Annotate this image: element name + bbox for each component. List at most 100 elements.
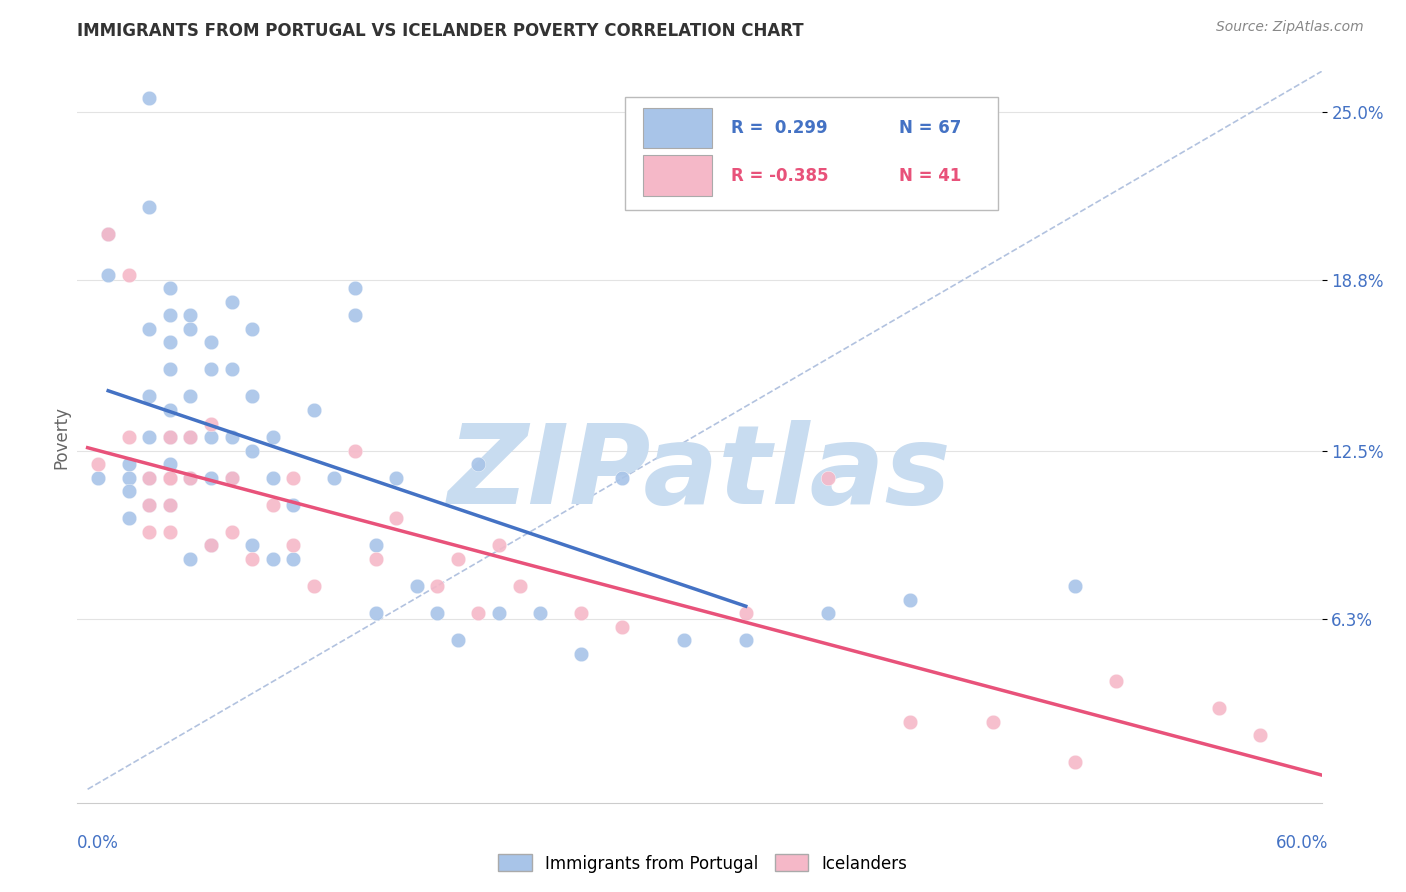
Point [734, 633, 756, 648]
Point [118, 484, 141, 499]
Point [488, 538, 510, 552]
Point [200, 417, 222, 431]
Point [240, 322, 263, 336]
Point [118, 268, 141, 282]
Point [364, 552, 387, 566]
Text: N = 41: N = 41 [898, 167, 960, 185]
Point [138, 498, 160, 512]
Point [159, 498, 181, 512]
Text: IMMIGRANTS FROM PORTUGAL VS ICELANDER POVERTY CORRELATION CHART: IMMIGRANTS FROM PORTUGAL VS ICELANDER PO… [77, 22, 804, 40]
Point [97, 268, 120, 282]
Point [426, 579, 449, 593]
Point [138, 471, 160, 485]
Point [673, 633, 696, 648]
Point [1063, 755, 1085, 769]
Point [447, 552, 470, 566]
Point [898, 714, 921, 729]
Point [159, 362, 181, 376]
Point [302, 579, 325, 593]
Point [385, 511, 408, 525]
Point [118, 430, 141, 444]
Point [159, 430, 181, 444]
Point [159, 281, 181, 295]
Point [240, 538, 263, 552]
Point [302, 403, 325, 417]
Point [426, 606, 449, 620]
Point [240, 389, 263, 403]
Point [817, 606, 839, 620]
Point [159, 471, 181, 485]
Point [283, 498, 305, 512]
Point [221, 430, 243, 444]
Bar [644, 108, 711, 148]
Point [138, 200, 160, 214]
Point [179, 322, 201, 336]
Point [364, 538, 387, 552]
Y-axis label: Poverty: Poverty [52, 406, 70, 468]
Point [343, 281, 366, 295]
Point [364, 606, 387, 620]
Point [1249, 728, 1271, 742]
Point [118, 471, 141, 485]
Point [179, 308, 201, 322]
Point [179, 430, 201, 444]
Point [138, 91, 160, 105]
Point [981, 714, 1004, 729]
Point [569, 647, 592, 661]
Point [179, 471, 201, 485]
Bar [624, 97, 998, 211]
Point [385, 471, 408, 485]
Point [138, 498, 160, 512]
Point [138, 430, 160, 444]
Point [405, 579, 427, 593]
Point [221, 524, 243, 539]
Point [283, 552, 305, 566]
Point [1208, 701, 1230, 715]
Point [283, 471, 305, 485]
Text: N = 67: N = 67 [898, 119, 960, 136]
Point [240, 443, 263, 458]
Point [734, 606, 756, 620]
Point [221, 294, 243, 309]
Point [283, 538, 305, 552]
Point [200, 335, 222, 350]
Point [159, 335, 181, 350]
Point [159, 471, 181, 485]
Point [221, 471, 243, 485]
Point [159, 498, 181, 512]
Bar [644, 155, 711, 195]
Point [200, 362, 222, 376]
Point [179, 389, 201, 403]
Point [200, 538, 222, 552]
Point [97, 227, 120, 241]
Point [467, 457, 489, 471]
Point [262, 552, 284, 566]
Point [488, 606, 510, 620]
Point [138, 322, 160, 336]
Text: R = -0.385: R = -0.385 [731, 167, 828, 185]
Point [612, 620, 634, 634]
Point [262, 498, 284, 512]
Point [97, 227, 120, 241]
Point [221, 471, 243, 485]
Point [138, 471, 160, 485]
Point [343, 308, 366, 322]
Point [221, 362, 243, 376]
Point [159, 403, 181, 417]
Point [240, 552, 263, 566]
Legend: Immigrants from Portugal, Icelanders: Immigrants from Portugal, Icelanders [492, 847, 914, 880]
Point [200, 471, 222, 485]
Point [87, 457, 110, 471]
Point [569, 606, 592, 620]
Point [262, 471, 284, 485]
Point [159, 524, 181, 539]
Point [118, 511, 141, 525]
Point [118, 457, 141, 471]
Text: Source: ZipAtlas.com: Source: ZipAtlas.com [1216, 20, 1364, 34]
Point [138, 389, 160, 403]
Point [159, 430, 181, 444]
Point [179, 471, 201, 485]
Point [1063, 579, 1085, 593]
Point [159, 457, 181, 471]
Point [447, 633, 470, 648]
